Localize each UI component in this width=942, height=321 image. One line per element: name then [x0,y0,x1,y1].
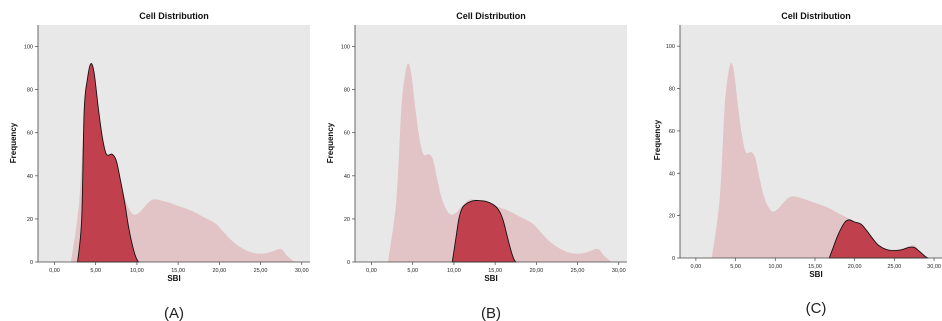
chart-b-x-tick-label: 15,00 [488,268,502,274]
chart-c-y-ticks: 0 20 40 60 80 100 [666,44,680,262]
chart-b-y-ticks: 0 20 40 60 80 100 [341,45,355,266]
chart-b-highlight-series [451,200,517,263]
chart-a-y-tick-label: 80 [27,88,33,94]
chart-b-x-label: SBI [484,274,497,283]
chart-a-y-tick-label: 0 [30,260,33,266]
chart-panel-b: 0,00 5,00 10,00 15,00 20,00 25,00 30,00 0 20 40 6… [315,0,629,321]
chart-b-y-tick-label: 40 [344,174,350,180]
chart-c-x-label: SBI [809,270,822,279]
chart-b-distribution-area [387,63,613,262]
chart-a-x-tick-label: 10,00 [130,268,144,274]
chart-c-x-tick-label: 5,00 [730,264,741,270]
chart-a-x-tick-label: 15,00 [171,268,185,274]
chart-c-x-tick-label: 25,00 [887,264,901,270]
chart-c-x-tick-label: 15,00 [808,264,822,270]
chart-c-y-tick-label: 20 [669,214,675,220]
chart-c-x-ticks: 0,00 5,00 10,00 15,00 20,00 25,00 30,00 [691,258,941,270]
chart-c-distribution-area [711,62,928,258]
chart-a-x-tick-label: 20,00 [212,268,226,274]
chart-c-x-tick-label: 30,00 [927,264,941,270]
chart-c-svg: 0,00 5,00 10,00 15,00 20,00 25,00 30,00 0 20 40 6… [653,11,942,317]
chart-a-y-tick-label: 40 [27,174,33,180]
chart-c-caption: (C) [806,300,827,317]
chart-a-x-tick-label: 5,00 [90,268,101,274]
chart-c-background-series [711,62,928,258]
chart-a-title: Cell Distribution [139,11,209,21]
chart-c-y-tick-label: 40 [669,171,675,177]
chart-c-y-label: Frequency [653,119,662,160]
chart-c-highlight-series [828,219,930,259]
chart-c-x-tick-label: 20,00 [848,264,862,270]
chart-c-y-tick-label: 80 [669,87,675,93]
chart-a-caption: (A) [164,305,184,321]
chart-a-x-label: SBI [167,274,180,283]
chart-a-y-ticks: 0 20 40 60 80 100 [24,45,38,266]
chart-b-y-tick-label: 80 [344,88,350,94]
chart-a-x-tick-label: 25,00 [254,268,268,274]
chart-a-y-label: Frequency [9,122,18,163]
chart-b-y-label: Frequency [326,122,335,163]
chart-a-y-tick-label: 60 [27,131,33,137]
chart-c-title: Cell Distribution [781,11,851,21]
chart-b-x-tick-label: 30,00 [612,268,626,274]
chart-a-distribution-area [70,63,296,262]
chart-panel-c: 0,00 5,00 10,00 15,00 20,00 25,00 30,00 0 20 40 6… [630,0,942,321]
chart-b-y-tick-label: 0 [347,260,350,266]
chart-b-x-tick-label: 5,00 [407,268,418,274]
chart-b-highlight-area [451,200,517,263]
chart-c-x-tick-label: 10,00 [768,264,782,270]
chart-b-x-tick-label: 25,00 [571,268,585,274]
chart-b-y-tick-label: 20 [344,217,350,223]
chart-b-x-tick-label: 20,00 [529,268,543,274]
chart-a-x-tick-label: 30,00 [295,268,309,274]
chart-c-y-tick-label: 100 [666,44,675,50]
chart-a-highlight-series [77,63,140,263]
chart-c-y-tick-label: 60 [669,129,675,135]
chart-b-x-ticks: 0,00 5,00 10,00 15,00 20,00 25,00 30,00 [366,262,626,274]
chart-panel-a: 0,00 5,00 10,00 15,00 20,00 25,00 30,00 0 20 40 6… [0,0,314,321]
chart-b-background-series [387,63,613,262]
chart-b-x-tick-label: 0,00 [366,268,377,274]
chart-b-y-tick-label: 100 [341,45,350,51]
chart-a-x-tick-label: 0,00 [49,268,60,274]
chart-c-y-tick-label: 0 [672,256,675,262]
chart-c-highlight-area [828,219,930,259]
chart-b-caption: (B) [481,305,501,321]
chart-a-x-ticks: 0,00 5,00 10,00 15,00 20,00 25,00 30,00 [49,262,309,274]
chart-c-x-tick-label: 0,00 [691,264,702,270]
chart-b-svg: 0,00 5,00 10,00 15,00 20,00 25,00 30,00 0 20 40 6… [326,11,627,321]
chart-a-background-series [70,63,296,262]
chart-a-y-tick-label: 20 [27,217,33,223]
chart-b-y-tick-label: 60 [344,131,350,137]
chart-a-svg: 0,00 5,00 10,00 15,00 20,00 25,00 30,00 0 20 40 6… [9,11,310,321]
chart-a-highlight-area [77,63,140,263]
chart-a-y-tick-label: 100 [24,45,33,51]
chart-b-x-tick-label: 10,00 [447,268,461,274]
chart-b-title: Cell Distribution [456,11,526,21]
